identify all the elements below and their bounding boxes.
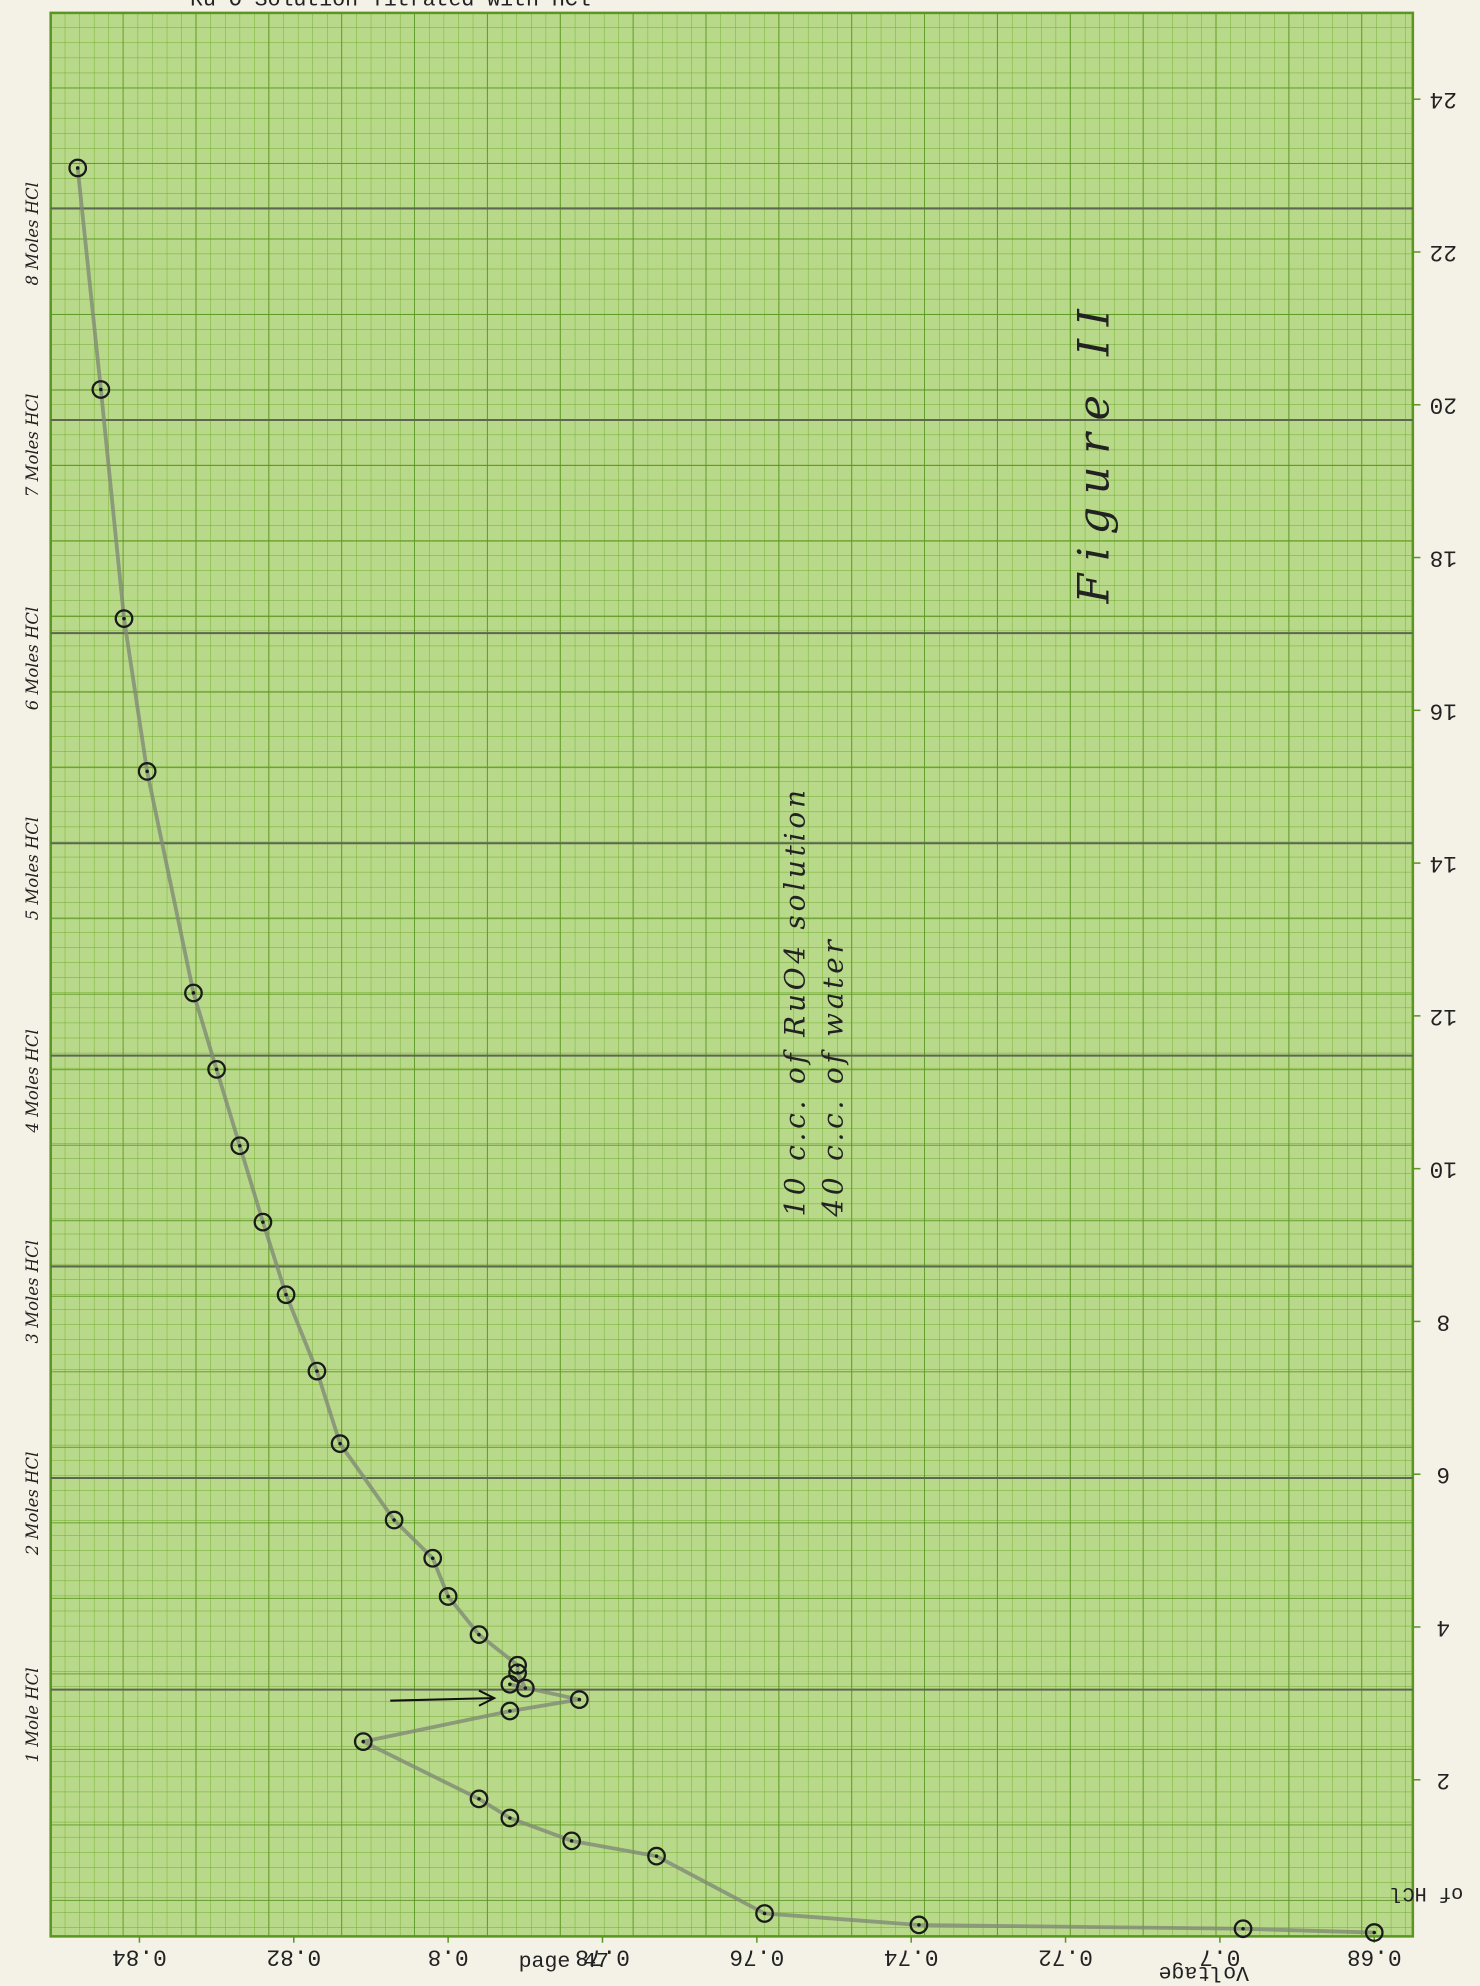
data-point-center bbox=[477, 1797, 481, 1801]
data-point-center bbox=[446, 1595, 450, 1599]
note: 10 c.c. of RuO4 solution bbox=[779, 786, 812, 1216]
x-tick-label: 16 bbox=[1430, 697, 1457, 723]
reference-label: 2 Moles HCl bbox=[23, 1452, 42, 1556]
x-tick-label: 2 bbox=[1436, 1767, 1450, 1793]
data-point-center bbox=[508, 1816, 512, 1820]
data-point-center bbox=[655, 1854, 659, 1858]
data-point-center bbox=[284, 1293, 288, 1297]
y-tick-label: 0.74 bbox=[884, 1944, 939, 1970]
data-point-center bbox=[508, 1683, 512, 1687]
x-tick-label: 20 bbox=[1430, 392, 1457, 418]
data-point-center bbox=[477, 1633, 481, 1637]
data-point-center bbox=[508, 1709, 512, 1713]
data-point-center bbox=[145, 770, 149, 774]
data-point-center bbox=[1241, 1927, 1245, 1931]
y-tick-label: 0.78 bbox=[575, 1944, 630, 1970]
y-tick-label: 0.7 bbox=[1199, 1944, 1240, 1970]
x-tick-label: 12 bbox=[1430, 1003, 1457, 1029]
y-tick-label: 0.68 bbox=[1347, 1944, 1402, 1970]
data-point-center bbox=[570, 1839, 574, 1843]
data-point-center bbox=[315, 1369, 319, 1373]
data-point-center bbox=[763, 1912, 767, 1916]
reference-label: 8 Moles HCl bbox=[23, 182, 42, 285]
figure-label: Figure II bbox=[1070, 297, 1120, 605]
reference-label: 1 Mole HCl bbox=[23, 1667, 42, 1762]
reference-label: 3 Moles HCl bbox=[23, 1240, 42, 1343]
x-axis-title: c.c. of HCl bbox=[1390, 1881, 1480, 1904]
chart: Ru O Solution Titrated with HCl page 47 … bbox=[0, 0, 1480, 1986]
x-tick-label: 18 bbox=[1430, 545, 1457, 571]
y-tick-label: 0.72 bbox=[1038, 1944, 1093, 1970]
data-point-center bbox=[338, 1442, 342, 1446]
major-grid bbox=[51, 13, 1413, 1936]
reference-label: 6 Moles HCl bbox=[23, 607, 42, 710]
reference-label: 7 Moles HCl bbox=[23, 394, 42, 497]
y-tick-label: 0.84 bbox=[112, 1944, 167, 1970]
chart-title: Ru O Solution Titrated with HCl bbox=[190, 0, 591, 12]
data-point-center bbox=[76, 166, 80, 170]
data-point-center bbox=[361, 1740, 365, 1744]
x-tick-label: 10 bbox=[1430, 1156, 1457, 1182]
x-tick-label: 14 bbox=[1430, 850, 1457, 876]
y-tick-label: 0.76 bbox=[729, 1944, 784, 1970]
data-point-center bbox=[122, 617, 126, 621]
x-tick-label: 22 bbox=[1430, 239, 1457, 265]
x-tick-label: 24 bbox=[1430, 86, 1457, 112]
data-point-center bbox=[917, 1923, 921, 1927]
data-point-center bbox=[215, 1068, 219, 1072]
data-point-center bbox=[1372, 1931, 1376, 1935]
data-point-center bbox=[192, 991, 196, 995]
data-point-center bbox=[516, 1663, 520, 1667]
y-tick-label: 0.8 bbox=[428, 1944, 469, 1970]
data-point-center bbox=[392, 1518, 396, 1522]
reference-label: 5 Moles HCl bbox=[23, 817, 42, 920]
reference-label: 4 Moles HCl bbox=[23, 1029, 42, 1133]
x-tick-label: 6 bbox=[1436, 1461, 1450, 1487]
data-point-center bbox=[238, 1144, 242, 1148]
data-point-center bbox=[524, 1686, 528, 1690]
y-tick-label: 0.82 bbox=[266, 1944, 321, 1970]
data-point-center bbox=[261, 1220, 265, 1224]
note: 40 c.c. of water bbox=[817, 936, 850, 1217]
x-tick-label: 4 bbox=[1436, 1614, 1450, 1640]
data-point-center bbox=[578, 1698, 582, 1702]
data-point-center bbox=[99, 388, 103, 392]
data-point-center bbox=[431, 1556, 435, 1560]
x-tick-label: 8 bbox=[1436, 1308, 1450, 1334]
